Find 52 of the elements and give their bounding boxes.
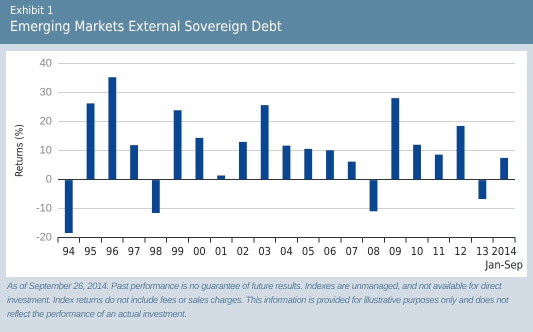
x-tick-label: 06 bbox=[324, 245, 336, 258]
x-tick-label: 04 bbox=[280, 245, 293, 258]
bar bbox=[86, 103, 94, 180]
bar bbox=[152, 180, 160, 213]
x-tick-label: 00 bbox=[193, 245, 206, 258]
bar bbox=[500, 158, 508, 180]
bar bbox=[478, 180, 486, 200]
bar bbox=[174, 110, 182, 180]
x-tick-label: 07 bbox=[345, 245, 358, 258]
x-tick-label: 02 bbox=[236, 245, 250, 258]
bar bbox=[260, 105, 269, 180]
x-tick-label: 11 bbox=[432, 245, 446, 258]
y-tick-label: 20 bbox=[40, 116, 52, 128]
bar bbox=[130, 145, 138, 180]
x-tick-label: 01 bbox=[214, 245, 228, 258]
bar bbox=[326, 150, 334, 180]
bar bbox=[195, 138, 204, 180]
y-axis-title: Returns (%) bbox=[14, 124, 26, 178]
bar bbox=[239, 142, 247, 180]
y-tick-label: -10 bbox=[36, 202, 52, 215]
x-tick-label: 09 bbox=[388, 245, 402, 258]
x-tick-label: 03 bbox=[258, 245, 271, 258]
bar bbox=[304, 148, 312, 180]
x-tick-label: 99 bbox=[171, 245, 184, 258]
x-tick-label: 10 bbox=[410, 245, 424, 258]
x-tick-label: 05 bbox=[302, 245, 315, 258]
x-tick-label: 08 bbox=[367, 245, 380, 258]
x-tick-label: 13 bbox=[476, 245, 489, 258]
bar bbox=[282, 146, 290, 180]
text: As of September 26, 2014. Past performance is no guarantee of future results. Indexes are unmanaged, and not available for direct investment. Index returns do not include fees or sales charges. This information is provided for illustrative purposes only and does not reflect the performance of an actual investment. bbox=[7, 280, 510, 321]
bar bbox=[434, 154, 443, 180]
x-tick-label: 95 bbox=[84, 245, 97, 258]
y-tick-label: 0 bbox=[46, 174, 52, 186]
x-tick-label: 98 bbox=[150, 245, 162, 258]
bar bbox=[413, 144, 421, 180]
x-tick-label: 12 bbox=[454, 245, 467, 258]
bar bbox=[370, 180, 378, 212]
x-tick-label: 97 bbox=[128, 245, 140, 258]
y-tick-label: 10 bbox=[40, 144, 52, 157]
bar bbox=[391, 98, 400, 180]
bar bbox=[348, 162, 356, 180]
x-tick-label: 94 bbox=[62, 245, 76, 258]
y-tick-label: 40 bbox=[40, 58, 52, 70]
x-tick-label: 96 bbox=[106, 245, 119, 258]
bar bbox=[456, 126, 464, 180]
bar bbox=[64, 180, 73, 233]
chart-subtitle: Emerging Markets External Sovereign Debt bbox=[10, 18, 283, 36]
bar bbox=[108, 77, 116, 180]
y-tick-label: -20 bbox=[36, 232, 52, 244]
bar bbox=[217, 176, 226, 180]
chart-title: Exhibit 1 bbox=[10, 4, 54, 18]
y-tick-label: 30 bbox=[40, 86, 52, 99]
